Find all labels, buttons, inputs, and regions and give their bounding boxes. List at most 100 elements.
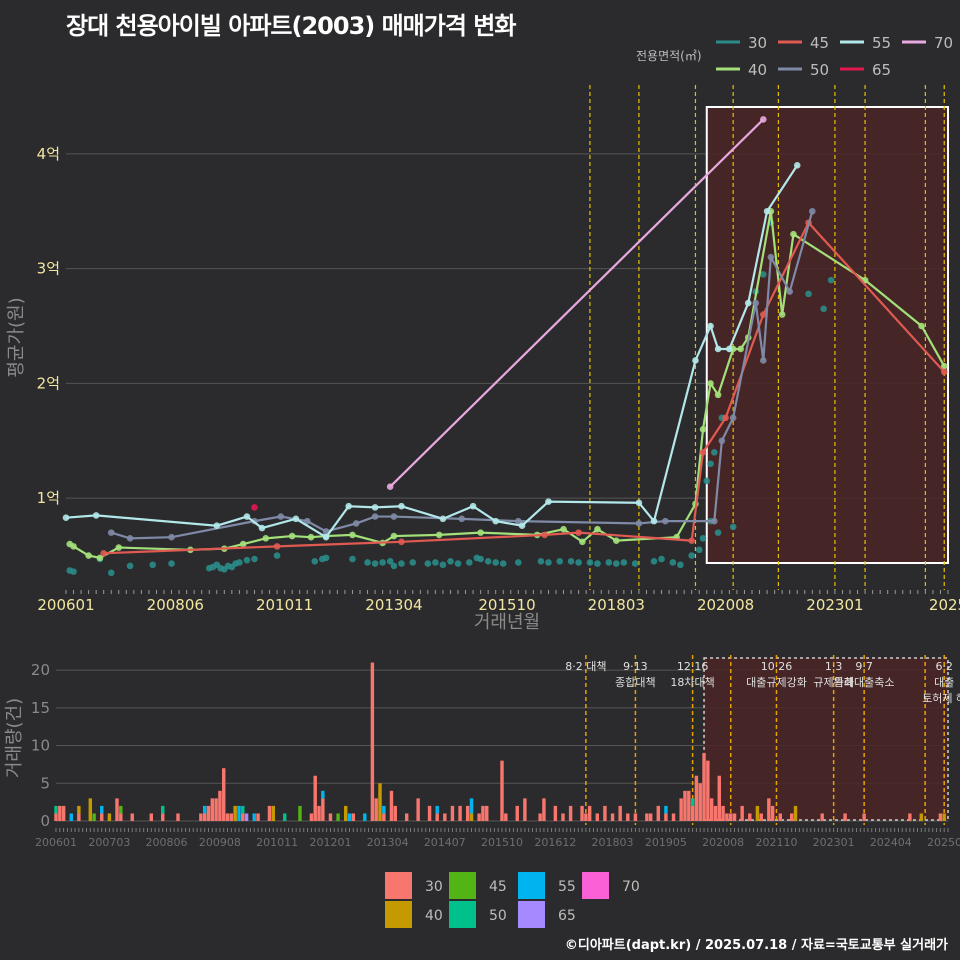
volume-bar-30 (328, 813, 333, 821)
legend-line-label-55: 55 (872, 34, 891, 52)
policy-annotation-text: 규제완화 (813, 676, 853, 689)
bottom-x-tick-label: 201510 (481, 836, 523, 849)
volume-bar-55 (69, 813, 73, 821)
series-point-45 (398, 538, 405, 546)
legend-bar-label-50: 50 (489, 908, 507, 924)
volume-bar-30 (725, 813, 729, 821)
legend-bar-swatch-45 (449, 872, 476, 899)
volume-bar-30 (351, 813, 356, 821)
series-point-30 (466, 559, 473, 566)
volume-bar-30 (626, 813, 630, 821)
legend-title: 전용면적(㎡) (636, 49, 702, 63)
volume-bar-30 (603, 805, 607, 821)
series-point-45 (100, 549, 107, 557)
policy-annotation-text: 18차대책 (670, 676, 714, 689)
series-point-40 (613, 537, 620, 544)
volume-bar-40 (343, 805, 348, 821)
volume-bar-50 (690, 798, 695, 806)
volume-bar-30 (199, 813, 203, 821)
legend-line-label-50: 50 (810, 61, 829, 79)
volume-bar-30 (477, 813, 481, 821)
legend-bar-swatch-30 (385, 872, 412, 899)
series-point-30 (669, 559, 677, 566)
policy-annotation-text: 대출 (934, 676, 954, 689)
volume-bar-40 (919, 813, 924, 821)
series-point-55 (292, 515, 300, 523)
series-point-30 (537, 558, 545, 565)
series-point-50 (371, 513, 379, 520)
volume-bar-50 (241, 805, 245, 814)
policy-annotation-text: 특례대출축소 (834, 676, 895, 689)
series-point-50 (711, 517, 718, 525)
volume-bar-65 (244, 813, 249, 821)
volume-bar-40 (88, 798, 93, 821)
top-y-tick-label: 4억 (37, 145, 60, 163)
series-point-30 (126, 562, 134, 570)
volume-bar-30 (176, 813, 180, 821)
series-point-30 (454, 560, 462, 567)
series-point-30 (605, 559, 613, 566)
series-point-40 (790, 230, 797, 238)
legend-bar-label-65: 65 (558, 908, 576, 924)
top-x-tick-label: 200806 (147, 596, 204, 614)
top-y-axis-label: 평균가(원) (6, 297, 27, 377)
series-point-55 (744, 299, 752, 307)
volume-bar-30 (698, 783, 702, 821)
volume-bar-30 (713, 805, 718, 821)
volume-bar-55 (469, 798, 474, 814)
volume-bar-30 (210, 798, 215, 821)
series-point-30 (729, 523, 737, 531)
volume-bar-30 (218, 790, 222, 821)
top-x-tick-label: 201011 (256, 596, 313, 614)
volume-bar-30 (214, 798, 218, 821)
legend-line-label-70: 70 (934, 34, 953, 52)
volume-bar-30 (504, 813, 508, 821)
series-point-55 (92, 512, 100, 519)
policy-annotation-text: 9·7 (855, 660, 873, 673)
volume-bar-45 (92, 813, 96, 821)
volume-bar-30 (427, 805, 432, 821)
series-point-55 (258, 524, 266, 532)
series-point-30 (484, 558, 492, 565)
volume-bar-40 (233, 805, 237, 821)
volume-bar-40 (469, 813, 474, 821)
series-point-30 (699, 535, 707, 542)
volume-bar-30 (732, 813, 737, 821)
volume-bar-30 (709, 798, 714, 821)
volume-bar-30 (267, 805, 272, 821)
policy-annotation-text: 1·3 (825, 660, 843, 673)
bottom-x-tick-label: 202008 (702, 836, 744, 849)
series-point-65 (251, 504, 258, 511)
series-point-30 (515, 559, 522, 566)
series-point-30 (707, 460, 714, 468)
series-point-55 (518, 522, 526, 530)
policy-annotation-text: 12·16 (677, 660, 709, 673)
series-point-30 (168, 560, 175, 567)
bottom-y-tick-label: 0 (40, 812, 50, 830)
series-point-55 (714, 345, 722, 353)
legend-bar-label-40: 40 (425, 908, 443, 924)
chart-title: 장대 천용아이빌 아파트(2003) 매매가격 변화 (66, 12, 516, 40)
policy-annotation-text: 6·2 (935, 660, 953, 673)
volume-bar-30 (458, 805, 462, 821)
volume-bar-30 (789, 813, 794, 821)
volume-bar-30 (465, 805, 470, 821)
top-y-tick-label: 3억 (37, 260, 60, 278)
series-point-55 (692, 357, 699, 364)
policy-annotation-text: 토허제 해 (922, 691, 960, 705)
series-point-30 (820, 305, 827, 313)
legend-bar-swatch-65 (518, 901, 545, 928)
policy-annotation-text: 10·26 (761, 660, 793, 673)
series-point-50 (277, 513, 285, 520)
volume-bar-30 (729, 813, 733, 821)
series-point-40 (390, 532, 398, 540)
volume-bar-30 (568, 805, 573, 821)
legend-line-label-40: 40 (748, 61, 767, 79)
volume-bar-40 (378, 783, 382, 821)
series-point-50 (662, 517, 669, 525)
volume-bar-30 (500, 760, 504, 821)
top-x-tick-label: 201304 (365, 596, 422, 614)
volume-bar-30 (202, 813, 207, 821)
volume-bar-30 (671, 813, 676, 821)
series-point-40 (560, 525, 567, 533)
